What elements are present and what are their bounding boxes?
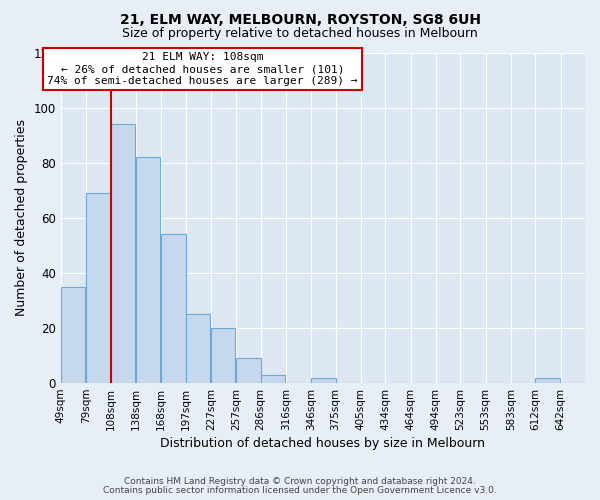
Bar [535,378,560,383]
Bar [185,314,210,383]
X-axis label: Distribution of detached houses by size in Melbourn: Distribution of detached houses by size … [160,437,485,450]
Bar [136,157,160,383]
Text: Contains HM Land Registry data © Crown copyright and database right 2024.: Contains HM Land Registry data © Crown c… [124,477,476,486]
Bar [86,193,110,383]
Bar [236,358,260,383]
Text: Size of property relative to detached houses in Melbourn: Size of property relative to detached ho… [122,28,478,40]
Bar [260,375,285,383]
Text: Contains public sector information licensed under the Open Government Licence v3: Contains public sector information licen… [103,486,497,495]
Text: 21 ELM WAY: 108sqm
← 26% of detached houses are smaller (101)
74% of semi-detach: 21 ELM WAY: 108sqm ← 26% of detached hou… [47,52,358,86]
Bar [311,378,335,383]
Bar [211,328,235,383]
Y-axis label: Number of detached properties: Number of detached properties [15,120,28,316]
Text: 21, ELM WAY, MELBOURN, ROYSTON, SG8 6UH: 21, ELM WAY, MELBOURN, ROYSTON, SG8 6UH [119,12,481,26]
Bar [110,124,135,383]
Bar [61,286,85,383]
Bar [161,234,185,383]
